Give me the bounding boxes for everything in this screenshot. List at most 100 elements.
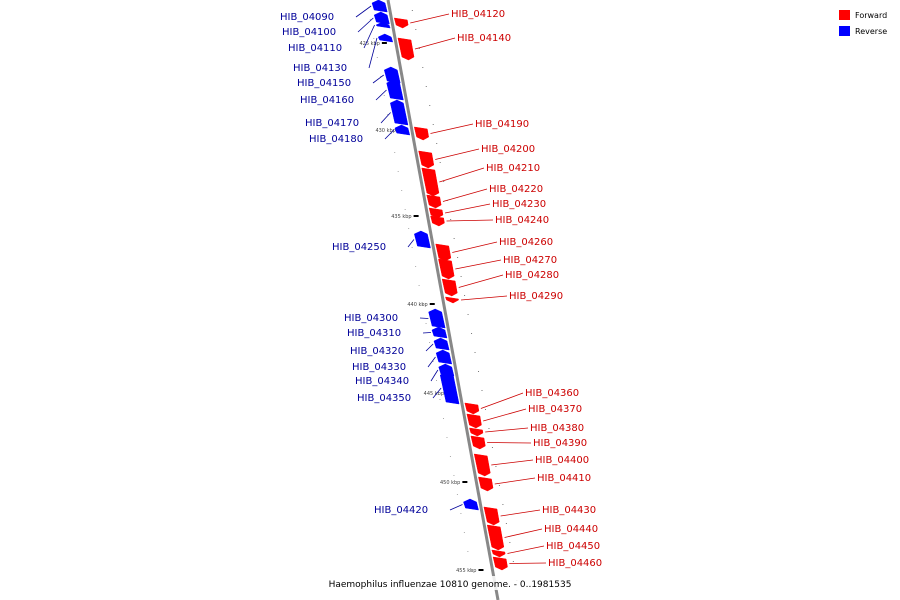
gene-leader-line [414, 37, 456, 50]
gene-label: HIB_04140 [457, 33, 511, 44]
gene-label: HIB_04250 [332, 242, 386, 253]
gene-feature-hib_04250 [414, 230, 431, 249]
gene-label: HIB_04400 [535, 455, 589, 466]
gene-label: HIB_04110 [288, 43, 342, 54]
gene-label: HIB_04370 [528, 404, 582, 415]
tick-label: 455 kbp [456, 568, 476, 574]
tick-label: 425 kbp [359, 41, 379, 47]
tick-label: 450 kbp [440, 480, 460, 486]
ruler-dot [376, 57, 378, 58]
ruler-dot [422, 304, 424, 305]
ruler-dot [488, 428, 490, 429]
gene-leader-line [430, 123, 474, 134]
ruler-dot [404, 209, 406, 210]
ruler-dot [436, 380, 438, 381]
gene-label: HIB_04260 [499, 237, 553, 248]
gene-leader-line [427, 356, 436, 368]
gene-label: HIB_04090 [280, 12, 334, 23]
gene-features [371, 0, 508, 571]
gene-feature-hib_04200 [418, 150, 435, 169]
gene-leader-line [357, 17, 374, 33]
ruler-dot [436, 143, 438, 144]
gene-feature-hib_04370 [466, 413, 482, 429]
gene-leader-line [500, 509, 541, 517]
gene-feature-hib_04120 [394, 17, 409, 29]
ruler-dot [491, 447, 493, 448]
gene-feature-hib_04160 [386, 79, 404, 101]
gene-leader-line [435, 148, 480, 160]
gene-leader-line [439, 167, 485, 183]
ruler-dot [467, 551, 469, 552]
tick-mark [478, 569, 484, 571]
gene-leader-line [483, 408, 527, 422]
legend-forward-swatch [839, 10, 850, 20]
ruler-dot [418, 285, 420, 286]
gene-feature-hib_04170 [390, 99, 409, 126]
gene-label: HIB_04270 [503, 255, 557, 266]
ruler-dot [495, 466, 497, 467]
gene-feature-hib_04320 [433, 337, 450, 351]
gene-label: HIB_04360 [525, 388, 579, 399]
gene-label: HIB_04100 [282, 27, 336, 38]
tick-label: 435 kbp [391, 214, 411, 220]
gene-feature-hib_04090 [371, 0, 388, 13]
legend-forward-label: Forward [855, 11, 887, 20]
ruler-dot [380, 76, 382, 77]
gene-label: HIB_04350 [357, 393, 411, 404]
gene-label: HIB_04390 [533, 438, 587, 449]
gene-leader-line [446, 219, 494, 222]
tick-mark [381, 42, 387, 44]
ruler-dot [418, 48, 420, 49]
gene-leader-line [480, 392, 524, 409]
gene-leader-line [363, 24, 375, 49]
gene-label: HIB_04120 [451, 9, 505, 20]
ruler-dot [439, 162, 441, 163]
gene-label: HIB_04230 [492, 199, 546, 210]
gene-label: HIB_04330 [352, 362, 406, 373]
gene-feature-hib_04270 [438, 258, 455, 280]
ruler-dot [373, 38, 375, 39]
gene-leader-line [375, 89, 387, 101]
gene-label: HIB_04410 [537, 473, 591, 484]
gene-leader-line [380, 112, 391, 124]
gene-label: HIB_04180 [309, 134, 363, 145]
gene-leader-line [507, 545, 545, 554]
gene-feature-hib_04190 [414, 126, 429, 141]
gene-feature-hib_04310 [431, 326, 448, 339]
gene-feature-hib_04240 [430, 215, 445, 227]
ruler-dot [439, 399, 441, 400]
gene-label: HIB_04130 [293, 63, 347, 74]
gene-feature-hib_04390 [470, 435, 486, 450]
ruler-dot [422, 67, 424, 68]
genome-backbone [386, 0, 500, 600]
gene-feature-hib_04300 [428, 308, 446, 329]
ruler-dot [505, 523, 507, 524]
gene-feature-hib_04460 [492, 556, 508, 571]
gene-label: HIB_04160 [300, 95, 354, 106]
tick-label: 440 kbp [407, 302, 427, 308]
gene-label: HIB_04200 [481, 144, 535, 155]
gene-feature-hib_04110 [375, 21, 391, 29]
gene-label: HIB_04280 [505, 270, 559, 281]
tick-mark [413, 215, 419, 217]
gene-label: HIB_04300 [344, 313, 398, 324]
ruler-dot [387, 114, 389, 115]
ruler-dot [456, 494, 458, 495]
ruler-dot [415, 29, 417, 30]
ruler-dot [484, 409, 486, 410]
gene-leader-line [419, 317, 429, 319]
gene-label: HIB_04220 [489, 184, 543, 195]
gene-feature-hib_04420 [463, 498, 479, 511]
gene-feature-hib_04330 [435, 349, 452, 365]
gene-leader-line [494, 477, 536, 485]
gene-feature-hib_04210 [421, 167, 440, 197]
gene-feature-hib_04140 [397, 37, 415, 61]
gene-leader-line [384, 129, 395, 140]
ruler-dot [443, 181, 445, 182]
ruler-dot [415, 266, 417, 267]
gene-leader-line [485, 427, 529, 433]
gene-leader-line [452, 241, 498, 253]
legend-reverse-label: Reverse [855, 27, 887, 36]
gene-label: HIB_04150 [297, 78, 351, 89]
gene-leader-line [355, 5, 372, 18]
